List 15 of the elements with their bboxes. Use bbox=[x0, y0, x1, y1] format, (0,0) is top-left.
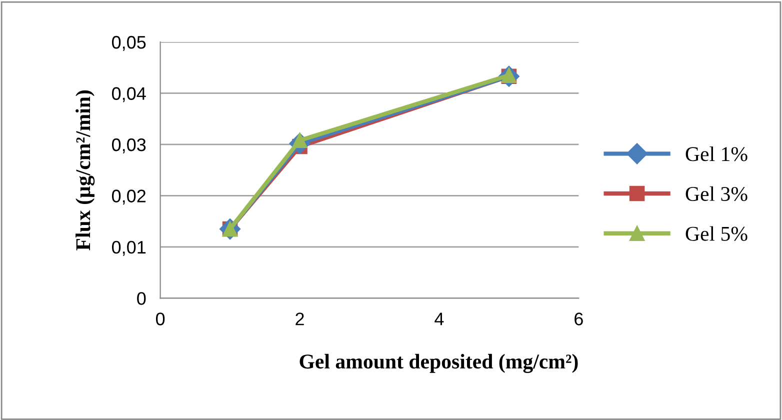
x-tick-label: 0 bbox=[156, 312, 165, 326]
x-axis-title: Gel amount deposited (mg/cm²) bbox=[300, 354, 578, 373]
x-tick-label: 6 bbox=[574, 312, 583, 326]
legend-label: Gel 5% bbox=[686, 226, 748, 241]
legend-label: Gel 3% bbox=[686, 186, 748, 202]
y-axis-title: Flux (µg/cm²/min) bbox=[76, 90, 95, 250]
x-tick-label: 4 bbox=[434, 312, 444, 326]
y-tick-label: 0,02 bbox=[112, 190, 146, 205]
y-tick-label: 0,03 bbox=[112, 138, 146, 154]
y-tick-label: 0 bbox=[137, 292, 146, 305]
legend-label: Gel 1% bbox=[686, 146, 748, 162]
y-tick-label: 0,04 bbox=[112, 87, 146, 102]
y-tick-label: 0,01 bbox=[112, 240, 146, 256]
y-tick-label: 0,05 bbox=[112, 36, 146, 51]
x-tick-label: 2 bbox=[296, 312, 304, 326]
